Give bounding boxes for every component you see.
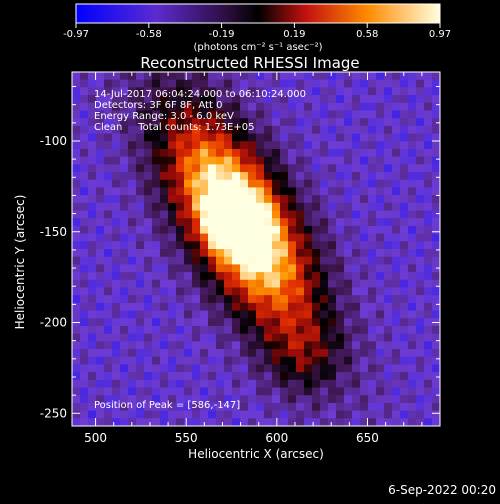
colorbar-tick-label: -0.19 xyxy=(209,29,235,40)
annotation-detectors: Detectors: 3F 6F 8F, Att 0 xyxy=(94,100,222,111)
colorbar-tick-label: -0.97 xyxy=(63,29,89,40)
y-tick-label: -250 xyxy=(40,406,67,420)
annotation-block: 14-Jul-2017 06:04:24.000 to 06:10:24.000… xyxy=(94,89,306,133)
axis-ticks: 500 550 600 650 -100 -150 -200 -250 xyxy=(40,72,441,445)
peak-position-text: Position of Peak = [586,-147] xyxy=(94,400,240,411)
annotation-clean-counts: Clean Total counts: 1.73E+05 xyxy=(94,122,254,133)
annotation-time-range: 14-Jul-2017 06:04:24.000 to 06:10:24.000 xyxy=(94,89,306,100)
colorbar xyxy=(75,3,441,24)
colorbar-tick-label: -0.58 xyxy=(136,29,162,40)
x-tick-label: 500 xyxy=(84,431,107,445)
plot-title: Reconstructed RHESSI Image xyxy=(140,54,359,72)
colorbar-tick-label: 0.19 xyxy=(283,29,305,40)
reconstructed-image xyxy=(72,72,440,426)
x-tick-label: 550 xyxy=(175,431,198,445)
x-tick-label: 600 xyxy=(265,431,288,445)
colorbar-ticks: -0.97 -0.58 -0.19 0.19 0.58 0.97 xyxy=(63,23,451,40)
colorbar-tick-label: 0.97 xyxy=(429,29,451,40)
x-axis-label: Heliocentric X (arcsec) xyxy=(188,447,324,461)
y-axis-label: Heliocentric Y (arcsec) xyxy=(13,195,27,330)
annotation-energy-range: Energy Range: 3.0 - 6.0 keV xyxy=(94,111,234,122)
colorbar-tick-label: 0.58 xyxy=(356,29,378,40)
y-tick-label: -200 xyxy=(40,316,67,330)
plot-frame xyxy=(71,71,441,427)
footer-timestamp: 6-Sep-2022 00:20 xyxy=(388,483,496,497)
y-tick-label: -150 xyxy=(40,225,67,239)
x-tick-label: 650 xyxy=(356,431,379,445)
colorbar-units-label: (photons cm⁻² s⁻¹ asec⁻²) xyxy=(193,42,322,53)
y-tick-label: -100 xyxy=(40,134,67,148)
